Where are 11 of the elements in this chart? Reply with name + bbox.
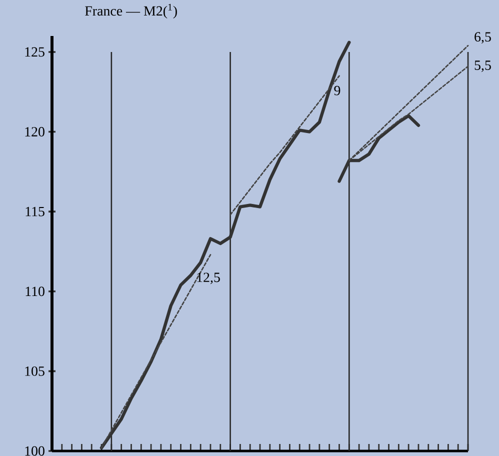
y-tick-label: 115 [26, 206, 44, 216]
y-tick-label: 125 [25, 47, 44, 57]
series-label: 5,5 [474, 60, 491, 72]
series-label: 12,5 [197, 272, 220, 284]
series-label: 9 [334, 86, 340, 96]
y-tick-label: 110 [26, 286, 44, 296]
y-tick-label: 105 [25, 366, 44, 376]
series-label: 6,5 [474, 32, 491, 44]
y-tick-label: 100 [25, 446, 44, 456]
chart-title: France — M2($^{1}$) [85, 4, 177, 18]
y-tick-label: 120 [25, 127, 44, 136]
